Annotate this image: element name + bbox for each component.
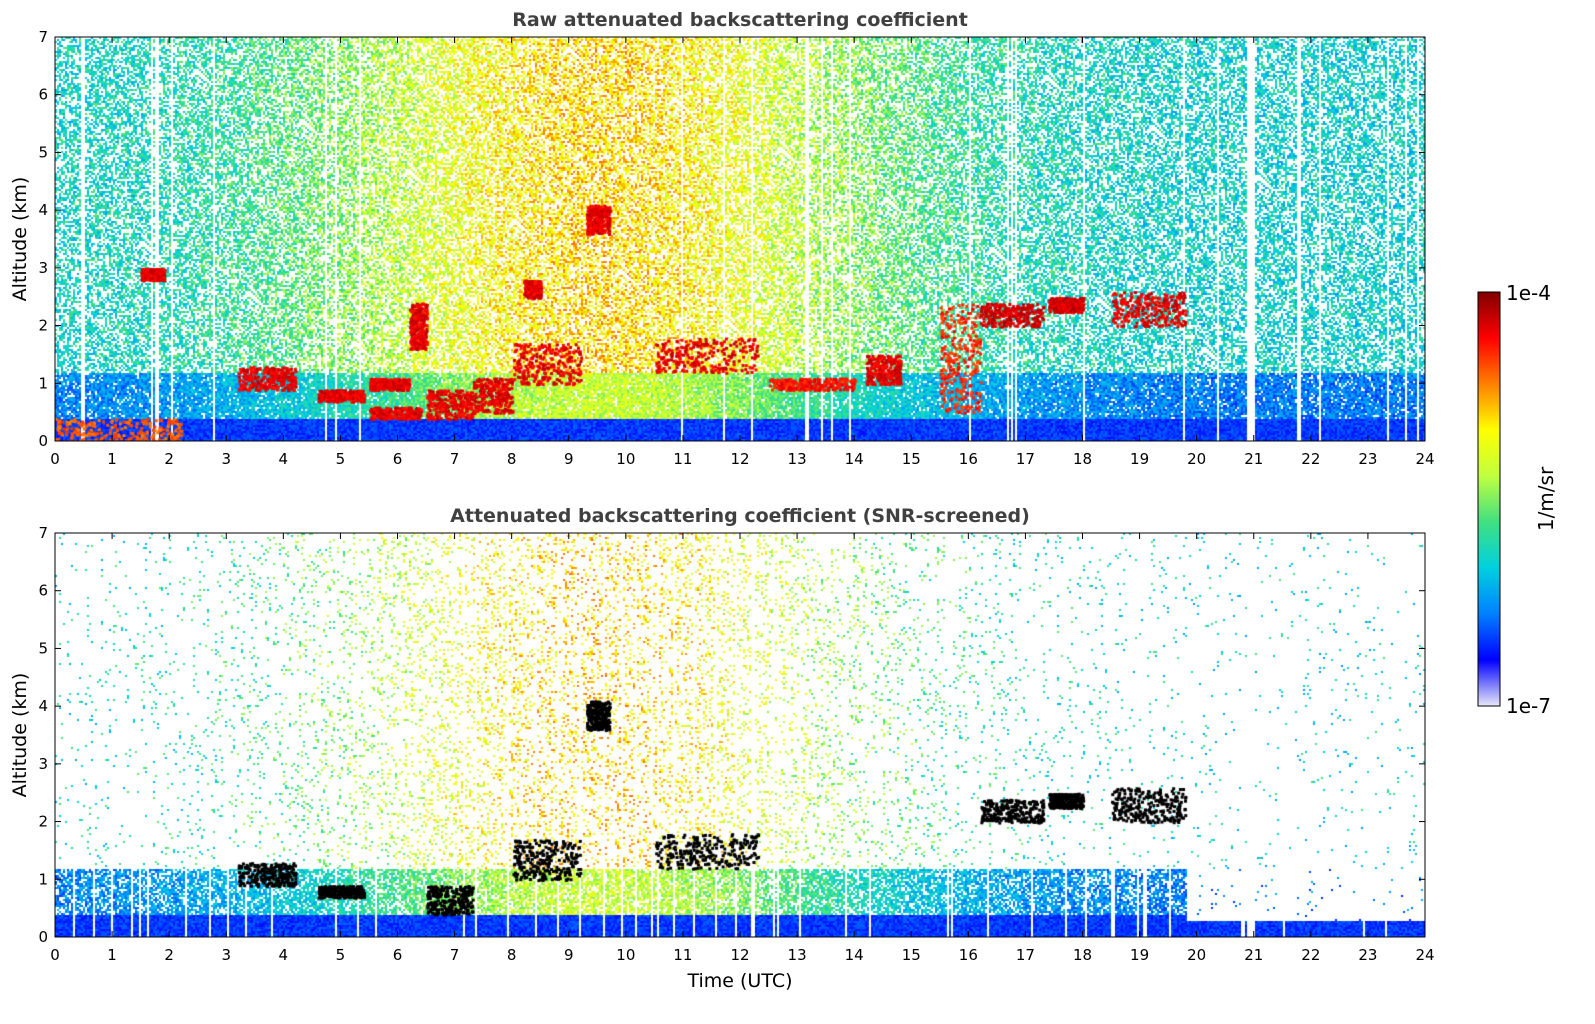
panel-raw-y-label: Altitude (km): [9, 177, 31, 302]
x-tick-label: 2: [164, 946, 174, 964]
x-tick-label: 21: [1244, 450, 1263, 468]
x-tick-label: 20: [1187, 450, 1206, 468]
x-tick-label: 23: [1358, 946, 1377, 964]
x-tick-label: 17: [1016, 946, 1035, 964]
x-tick-label: 15: [902, 450, 921, 468]
x-tick-label: 1: [107, 946, 117, 964]
y-tick-label: 2: [38, 317, 48, 335]
x-tick-label: 16: [959, 946, 978, 964]
x-tick-label: 14: [845, 450, 864, 468]
x-tick-label: 12: [730, 946, 749, 964]
y-tick-label: 1: [38, 870, 48, 888]
x-tick-label: 10: [616, 946, 635, 964]
x-tick-label: 19: [1130, 450, 1149, 468]
x-tick-label: 22: [1301, 450, 1320, 468]
x-tick-label: 20: [1187, 946, 1206, 964]
y-tick-label: 1: [38, 374, 48, 392]
panel-screened-x-label: Time (UTC): [686, 970, 792, 992]
panel-screened-title: Attenuated backscattering coefficient (S…: [450, 505, 1030, 527]
colorbar-min-label: 1e-7: [1506, 694, 1551, 718]
x-tick-label: 15: [902, 946, 921, 964]
x-tick-label: 0: [50, 946, 60, 964]
colorbar: 1e-4 1e-7 1/m/sr: [1477, 281, 1558, 718]
x-tick-label: 0: [50, 450, 60, 468]
x-tick-label: 10: [616, 450, 635, 468]
x-tick-label: 18: [1073, 946, 1092, 964]
x-tick-label: 5: [336, 450, 346, 468]
x-tick-label: 7: [450, 450, 460, 468]
x-tick-label: 8: [507, 946, 517, 964]
x-tick-label: 11: [673, 946, 692, 964]
panel-raw-y-ticks: 0 1 2 3 4 5 6 7: [38, 28, 1425, 450]
y-tick-label: 5: [38, 639, 48, 657]
x-tick-label: 14: [845, 946, 864, 964]
x-tick-label: 24: [1415, 450, 1434, 468]
y-tick-label: 0: [38, 928, 48, 946]
panel-raw: Raw attenuated backscattering coefficien…: [9, 9, 1435, 468]
heatmap-image: [55, 533, 1425, 937]
x-tick-label: 6: [393, 450, 403, 468]
x-tick-label: 19: [1130, 946, 1149, 964]
y-tick-label: 6: [38, 582, 48, 600]
y-tick-label: 2: [38, 813, 48, 831]
heatmap-image: [55, 37, 1425, 441]
x-tick-label: 6: [393, 946, 403, 964]
x-tick-label: 16: [959, 450, 978, 468]
x-tick-label: 13: [788, 946, 807, 964]
x-tick-label: 11: [673, 450, 692, 468]
panel-screened: Attenuated backscattering coefficient (S…: [9, 505, 1435, 992]
x-tick-label: 7: [450, 946, 460, 964]
x-tick-label: 24: [1415, 946, 1434, 964]
y-tick-label: 6: [38, 86, 48, 104]
y-tick-label: 3: [38, 755, 48, 773]
colorbar-scale: [1477, 291, 1501, 707]
x-tick-label: 9: [564, 450, 574, 468]
y-tick-label: 7: [38, 524, 48, 542]
colorbar-unit-label: 1/m/sr: [1534, 466, 1558, 531]
panel-raw-heatmap: [55, 37, 1425, 441]
colorbar-max-label: 1e-4: [1506, 281, 1551, 305]
x-tick-label: 13: [788, 450, 807, 468]
x-tick-label: 21: [1244, 946, 1263, 964]
x-tick-label: 18: [1073, 450, 1092, 468]
x-tick-label: 12: [730, 450, 749, 468]
x-tick-label: 5: [336, 946, 346, 964]
x-tick-label: 23: [1358, 450, 1377, 468]
panel-screened-y-ticks: 0 1 2 3 4 5 6 7: [38, 524, 1425, 946]
x-tick-label: 22: [1301, 946, 1320, 964]
panel-raw-x-ticks: 0 1 2 3 4 5 6 7 8 9 10 11 12 13 14 15 16 17 18 19 20 21 22 23 24: [50, 37, 1435, 468]
y-tick-label: 4: [38, 201, 48, 219]
x-tick-label: 4: [279, 946, 289, 964]
x-tick-label: 8: [507, 450, 517, 468]
x-tick-label: 1: [107, 450, 117, 468]
x-tick-label: 3: [221, 946, 231, 964]
panel-screened-x-ticks: 0 1 2 3 4 5 6 7 8 9 10 11 12 13 14 15 16 17 18 19 20 21 22 23 24: [50, 533, 1435, 964]
x-tick-label: 17: [1016, 450, 1035, 468]
panel-raw-title: Raw attenuated backscattering coefficien…: [512, 9, 968, 31]
y-tick-label: 3: [38, 259, 48, 277]
y-tick-label: 5: [38, 143, 48, 161]
y-tick-label: 0: [38, 432, 48, 450]
x-tick-label: 9: [564, 946, 574, 964]
panel-screened-y-label: Altitude (km): [9, 673, 31, 798]
x-tick-label: 2: [164, 450, 174, 468]
y-tick-label: 4: [38, 697, 48, 715]
x-tick-label: 3: [221, 450, 231, 468]
panel-screened-heatmap: [55, 533, 1425, 937]
x-tick-label: 4: [279, 450, 289, 468]
y-tick-label: 7: [38, 28, 48, 46]
